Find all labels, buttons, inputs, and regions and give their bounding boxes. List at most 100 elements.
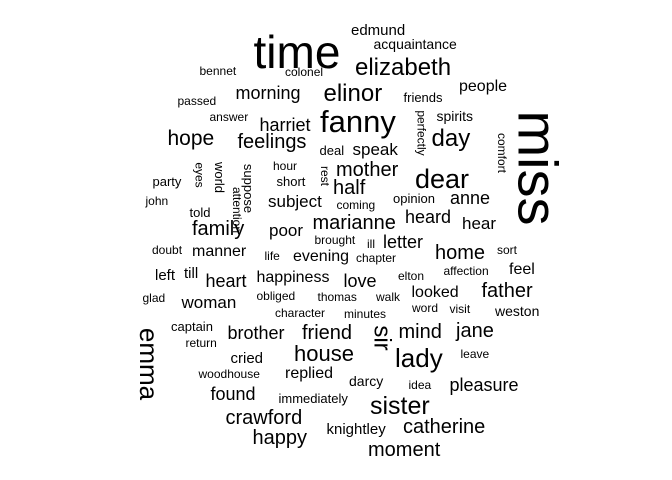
cloud-word-attention: attention <box>230 186 245 234</box>
cloud-word-perfectly: perfectly <box>414 110 429 156</box>
cloud-word-acquaintance: acquaintance <box>373 36 457 52</box>
cloud-word-speak: speak <box>352 139 398 159</box>
cloud-word-glad: glad <box>142 291 166 305</box>
cloud-word-elton: elton <box>398 269 425 283</box>
cloud-word-manner: manner <box>192 243 247 260</box>
cloud-word-hope: hope <box>167 126 215 150</box>
cloud-word-half: half <box>333 177 366 199</box>
cloud-word-rest: rest <box>318 165 333 187</box>
cloud-word-leave: leave <box>460 347 490 361</box>
cloud-word-idea: idea <box>408 378 432 392</box>
cloud-word-friend: friend <box>302 322 353 344</box>
cloud-word-colonel: colonel <box>285 65 324 79</box>
cloud-word-doubt: doubt <box>152 243 183 257</box>
cloud-word-weston: weston <box>495 303 540 319</box>
cloud-word-told: told <box>189 204 211 220</box>
cloud-word-looked: looked <box>411 284 459 301</box>
cloud-word-elizabeth: elizabeth <box>355 54 452 81</box>
cloud-word-time: time <box>253 26 341 78</box>
cloud-word-hour: hour <box>273 159 298 173</box>
cloud-word-world: world <box>211 161 227 193</box>
cloud-word-deal: deal <box>319 142 345 158</box>
cloud-word-brought: brought <box>314 233 356 247</box>
cloud-word-house: house <box>294 341 354 366</box>
cloud-word-spirits: spirits <box>436 108 474 124</box>
cloud-word-miss: miss <box>506 110 570 226</box>
cloud-word-thomas: thomas <box>317 290 357 304</box>
cloud-word-ill: ill <box>367 237 375 251</box>
cloud-word-evening: evening <box>293 248 350 265</box>
cloud-word-character: character <box>275 306 326 320</box>
cloud-word-woman: woman <box>181 292 237 312</box>
cloud-word-heard: heard <box>405 207 452 227</box>
cloud-word-friends: friends <box>403 89 443 105</box>
cloud-word-minutes: minutes <box>344 307 387 321</box>
cloud-word-poor: poor <box>269 220 304 240</box>
cloud-word-woodhouse: woodhouse <box>198 367 260 381</box>
cloud-word-found: found <box>210 384 256 404</box>
cloud-word-immediately: immediately <box>278 390 348 406</box>
cloud-word-father: father <box>481 280 533 302</box>
cloud-word-visit: visit <box>449 302 471 316</box>
cloud-word-harriet: harriet <box>259 115 311 135</box>
cloud-word-love: love <box>343 271 377 291</box>
cloud-word-knightley: knightley <box>326 420 386 438</box>
cloud-word-edmund: edmund <box>351 21 406 39</box>
cloud-word-brother: brother <box>227 323 285 343</box>
cloud-word-subject: subject <box>268 191 322 211</box>
cloud-word-obliged: obliged <box>256 289 296 303</box>
cloud-word-pleasure: pleasure <box>449 375 519 395</box>
cloud-word-eyes: eyes <box>192 162 207 188</box>
cloud-word-sort: sort <box>497 243 518 257</box>
cloud-word-comfort: comfort <box>495 132 510 174</box>
cloud-word-sister: sister <box>370 391 430 420</box>
cloud-word-dear: dear <box>415 163 470 194</box>
cloud-word-letter: letter <box>383 232 424 252</box>
cloud-word-fanny: fanny <box>320 103 396 139</box>
cloud-word-bennet: bennet <box>199 64 237 78</box>
cloud-word-chapter: chapter <box>356 251 397 265</box>
cloud-word-catherine: catherine <box>403 416 486 438</box>
cloud-word-happy: happy <box>252 427 308 449</box>
cloud-word-mind: mind <box>398 321 442 343</box>
cloud-word-crawford: crawford <box>225 407 303 429</box>
cloud-word-moment: moment <box>368 439 441 461</box>
cloud-word-emma: emma <box>134 327 165 401</box>
cloud-word-feelings: feelings <box>237 131 307 153</box>
cloud-word-feel: feel <box>509 261 535 278</box>
cloud-word-home: home <box>435 242 486 264</box>
cloud-word-word: word <box>412 301 439 315</box>
cloud-word-lady: lady <box>395 343 443 373</box>
cloud-word-happiness: happiness <box>256 269 330 286</box>
cloud-word-opinion: opinion <box>393 190 435 206</box>
cloud-word-family: family <box>192 218 245 240</box>
cloud-word-coming: coming <box>336 198 376 212</box>
cloud-word-sir: sir <box>368 325 396 351</box>
cloud-word-cried: cried <box>230 349 264 367</box>
cloud-word-jane: jane <box>456 320 494 342</box>
cloud-word-elinor: elinor <box>323 80 383 107</box>
cloud-word-people: people <box>459 78 508 95</box>
cloud-word-replied: replied <box>285 365 334 382</box>
cloud-word-darcy: darcy <box>349 373 384 389</box>
cloud-word-john: john <box>145 194 169 208</box>
cloud-word-till: till <box>184 264 199 282</box>
cloud-word-party: party <box>152 173 182 189</box>
cloud-word-morning: morning <box>235 83 301 103</box>
cloud-word-short: short <box>276 173 306 189</box>
cloud-word-captain: captain <box>171 318 213 334</box>
cloud-word-mother: mother <box>336 159 399 181</box>
cloud-word-life: life <box>264 249 280 263</box>
cloud-word-left: left <box>155 266 176 284</box>
cloud-word-day: day <box>431 125 471 152</box>
cloud-word-return: return <box>185 336 217 350</box>
cloud-word-hear: hear <box>462 213 497 233</box>
cloud-word-passed: passed <box>177 94 217 108</box>
cloud-word-heart: heart <box>205 271 247 291</box>
cloud-word-anne: anne <box>450 188 491 208</box>
cloud-word-walk: walk <box>376 290 401 304</box>
cloud-word-answer: answer <box>209 110 249 124</box>
cloud-word-marianne: marianne <box>312 212 396 234</box>
cloud-word-affection: affection <box>443 264 489 278</box>
